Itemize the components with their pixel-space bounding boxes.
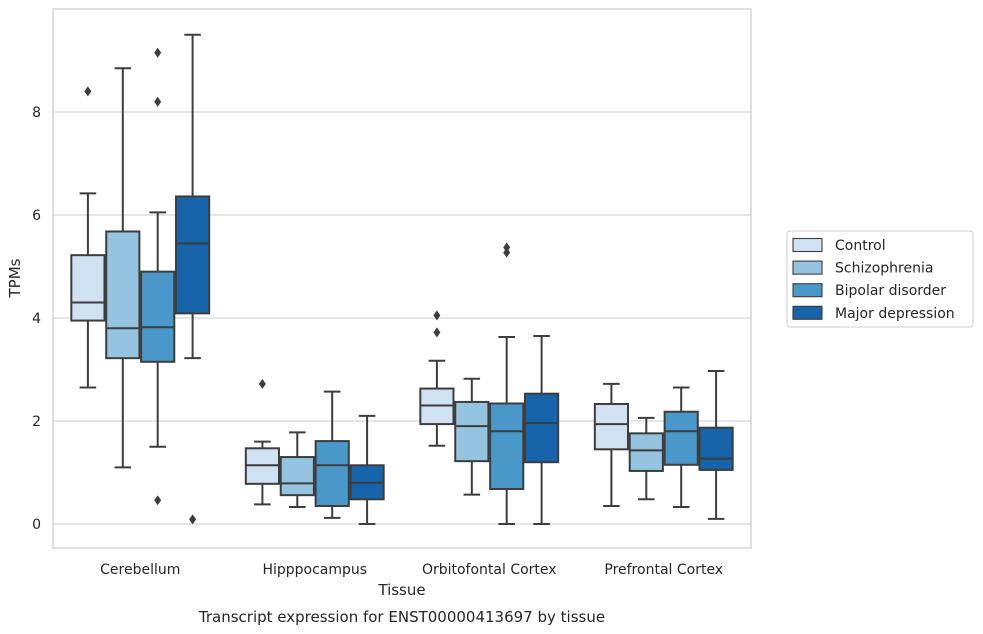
box-control (593, 382, 629, 507)
outlier-point (258, 378, 266, 389)
box-iqr (698, 426, 734, 471)
y-tick-labels: 0 2 4 6 8 (32, 105, 41, 533)
box-schizophrenia (105, 67, 141, 469)
outlier-point (433, 327, 441, 338)
box-control (70, 86, 106, 389)
box-iqr (593, 403, 629, 451)
x-tick-label: Cerebellum (100, 562, 180, 578)
outlier-point (503, 247, 511, 258)
box-bipolar-disorder (314, 390, 350, 519)
y-tick-label-0: 0 (32, 517, 41, 533)
y-tick-label-8: 8 (32, 105, 41, 121)
x-tick-label: Prefrontal Cortex (604, 562, 723, 578)
box-bipolar-disorder (663, 386, 699, 509)
y-tick-label-4: 4 (32, 311, 41, 327)
box-major-depression (349, 414, 385, 525)
outlier-point (503, 242, 511, 253)
box-iqr (175, 195, 211, 315)
box-schizophrenia (279, 431, 315, 509)
box-iqr (628, 432, 664, 472)
box-schizophrenia (454, 377, 490, 496)
box-schizophrenia (628, 416, 664, 501)
outlier-point (154, 96, 162, 107)
legend-label: Major depression (835, 306, 955, 322)
box-iqr (663, 410, 699, 466)
y-axis-label: TPMs (6, 258, 24, 298)
box-bipolar-disorder (489, 242, 525, 525)
box-bipolar-disorder (140, 47, 176, 506)
x-tick-label: Hipppocampus (262, 562, 367, 578)
y-tick-label-6: 6 (32, 208, 41, 224)
legend-label: Bipolar disorder (835, 283, 946, 299)
box-layer (70, 33, 734, 525)
outlier-point (154, 495, 162, 506)
outlier-point (84, 86, 92, 97)
legend: Control Schizophrenia Bipolar disorder Majo… (786, 230, 974, 328)
legend-frame (786, 230, 974, 328)
box-iqr (70, 254, 106, 322)
outlier-point (433, 310, 441, 321)
x-axis-label: Tissue (377, 581, 425, 599)
legend-label: Schizophrenia (835, 261, 933, 277)
box-iqr (279, 456, 315, 497)
box-major-depression (698, 370, 734, 520)
box-iqr (454, 400, 490, 463)
outlier-point (189, 514, 197, 525)
legend-items: Control Schizophrenia Bipolar disorder Majo… (792, 237, 955, 322)
y-tick-label-2: 2 (32, 414, 41, 430)
x-tick-labels: Cerebellum Hipppocampus Orbitofontal Corte… (100, 562, 723, 578)
x-tick-label: Orbitofontal Cortex (422, 562, 557, 578)
legend-swatch (792, 260, 823, 275)
chart-caption: Transcript expression for ENST0000041369… (198, 608, 605, 626)
legend-label: Control (835, 238, 886, 254)
box-major-depression (175, 33, 211, 525)
legend-swatch (792, 283, 823, 298)
box-iqr (524, 392, 560, 464)
box-control (419, 310, 455, 447)
legend-swatch (792, 237, 823, 253)
box-iqr (314, 440, 350, 507)
box-iqr (489, 402, 525, 490)
legend-swatch (792, 305, 823, 320)
box-iqr (140, 270, 176, 363)
box-control (244, 378, 280, 506)
plot-frame (52, 8, 752, 549)
box-iqr (105, 230, 141, 360)
outlier-point (154, 47, 162, 58)
box-major-depression (524, 335, 560, 525)
